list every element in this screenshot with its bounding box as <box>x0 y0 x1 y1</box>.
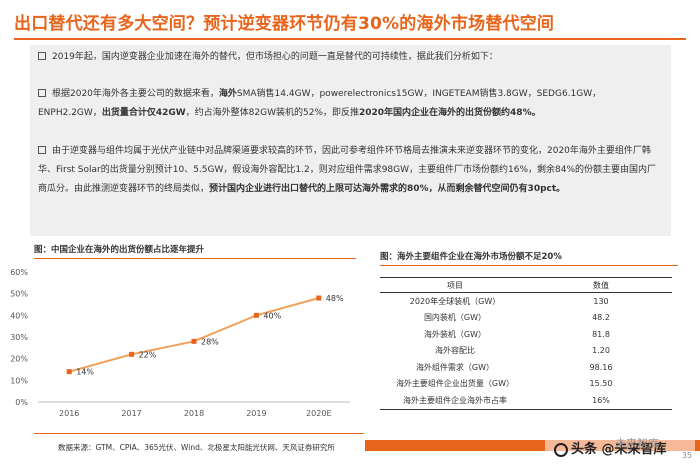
watermark-faint-text: 未来智库 <box>615 437 659 450</box>
page-title: 出口替代还有多大空间？预计逆变器环节仍有30%的海外市场替代空间 <box>14 14 555 34</box>
table-cell-item: 国内装机（GW） <box>423 313 487 323</box>
table-cell-item: 海外容配比 <box>435 346 475 356</box>
table-header-value: 数值 <box>530 277 672 293</box>
table-cell-value: 98.16 <box>589 362 613 372</box>
market-share-table: 项目 数值 2020年全球装机（GW） 130 国内装机（GW） 48.2 海外装机… <box>380 277 672 410</box>
table-cell-value: 130 <box>593 296 609 306</box>
table-title: 图：海外主要组件企业在海外市场份额不足20% <box>380 252 562 262</box>
watermark: 未来智库 头条 @未来智库 <box>545 435 695 465</box>
bullet-2-text-d: 出货量合计仅42GW <box>101 108 186 118</box>
data-label: 28% <box>201 337 219 346</box>
y-tick-label: 30% <box>10 333 28 342</box>
x-tick-label: 2019 <box>246 409 266 418</box>
share-line-chart: 0% 10% 20% 30% 40% 50% 60% 2016 2017 2018 2019 2020… <box>10 268 350 418</box>
data-point-marker <box>191 338 197 344</box>
data-label: 22% <box>139 350 157 359</box>
x-tick-label: 2017 <box>121 409 141 418</box>
bullet-2-text-c: SMA销售14.4GW，powerelectronics15GW，INGETEA… <box>38 89 602 118</box>
y-tick-label: 50% <box>10 290 28 299</box>
table-cell-value: 15.50 <box>589 379 613 389</box>
analysis-box: 2019年起，国内逆变器企业加速在海外的替代，但市场担心的问题一直是替代的可持续… <box>30 45 671 236</box>
y-tick-label: 20% <box>10 355 28 364</box>
bullet-1-text: 2019年起，国内逆变器企业加速在海外的替代，但市场担心的问题一直是替代的可持续… <box>52 52 498 62</box>
toutiao-logo-icon <box>554 442 568 457</box>
title-underline <box>14 38 686 40</box>
data-label: 14% <box>76 368 94 377</box>
table-title-underline <box>380 265 678 266</box>
bullet-2: 根据2020年海外各主要公司的数据来看，海外SMA销售14.4GW，powere… <box>38 85 663 123</box>
bullet-3-text-b: 预计国内企业进行出口替代的上限可达海外需求的80%，从而剩余替代空间仍有30pc… <box>209 184 566 194</box>
table-header-row: 项目 数值 <box>380 277 672 293</box>
table-row: 2020年全球装机（GW） 130 <box>380 293 672 310</box>
y-tick-label: 40% <box>10 311 28 320</box>
table-row: 海外组件需求（GW） 98.16 <box>380 359 672 376</box>
table-cell-item: 海外装机（GW） <box>423 329 487 339</box>
table-row: 海外主要组件企业海外市占率 16% <box>380 392 672 410</box>
table-cell-value: 16% <box>530 392 672 410</box>
watermark-text: 头条 @未来智库 <box>571 442 667 457</box>
y-tick-label: 60% <box>10 268 28 277</box>
x-tick-label: 2018 <box>184 409 204 418</box>
table-cell-item: 海外组件需求（GW） <box>415 362 495 372</box>
data-label: 40% <box>263 311 281 320</box>
chart-title: 图：中国企业在海外的出货份额占比逐年提升 <box>34 245 205 255</box>
table-row: 海外装机（GW） 81.8 <box>380 326 672 343</box>
footer-accent-bar <box>365 440 700 451</box>
square-bullet-icon <box>38 145 46 154</box>
table-row: 海外主要组件企业出货量（GW） 15.50 <box>380 376 672 393</box>
y-tick-label: 10% <box>10 376 28 385</box>
data-point-marker <box>253 312 259 318</box>
table-row: 海外容配比 1.20 <box>380 343 672 360</box>
page-number: 35 <box>681 451 692 460</box>
table-row: 国内装机（GW） 48.2 <box>380 310 672 327</box>
data-point-marker <box>66 369 72 375</box>
data-point-marker <box>316 295 322 301</box>
series-line <box>68 297 320 373</box>
table-cell-value: 1.20 <box>592 346 610 356</box>
x-tick-label: 2016 <box>59 409 79 418</box>
data-label: 48% <box>326 294 344 303</box>
x-tick-label: 2020E <box>306 409 331 418</box>
data-source: 数据来源：GTM、CPIA、365光伏、Wind、北极星太阳能光伏网、天风证券研… <box>58 443 335 452</box>
bullet-2-text-f: 2020年国内企业在海外的出货份额约48%。 <box>359 108 541 118</box>
bullet-2-text-a: 根据2020年海外各主要公司的数据来看， <box>52 89 219 99</box>
square-bullet-icon <box>38 88 46 97</box>
square-bullet-icon <box>38 51 46 60</box>
bullet-3: 由于逆变器与组件均属于光伏产业链中对品牌渠道要求较高的环节，因此可参考组件环节格… <box>38 142 663 199</box>
bullet-2-text-e: ，约占海外整体82GW装机的52%，即反推 <box>185 108 359 118</box>
bullet-3-text-a: 由于逆变器与组件均属于光伏产业链中对品牌渠道要求较高的环节，因此可参考组件环节格… <box>38 146 657 194</box>
table-cell-value: 48.2 <box>592 313 610 323</box>
table-cell-item: 2020年全球装机（GW） <box>409 296 501 306</box>
table-cell-item: 海外主要组件企业出货量（GW） <box>395 379 515 389</box>
data-point-marker <box>129 351 135 357</box>
table-cell-value: 81.8 <box>592 329 610 339</box>
chart-title-underline <box>34 258 356 259</box>
y-tick-label: 0% <box>15 398 28 407</box>
table-header-item: 项目 <box>380 277 530 293</box>
bullet-2-text-b: 海外 <box>218 89 237 99</box>
bullet-1: 2019年起，国内逆变器企业加速在海外的替代，但市场担心的问题一直是替代的可持续… <box>38 48 663 67</box>
footer-divider <box>34 433 364 434</box>
table-cell-item: 海外主要组件企业海外市占率 <box>380 392 530 410</box>
